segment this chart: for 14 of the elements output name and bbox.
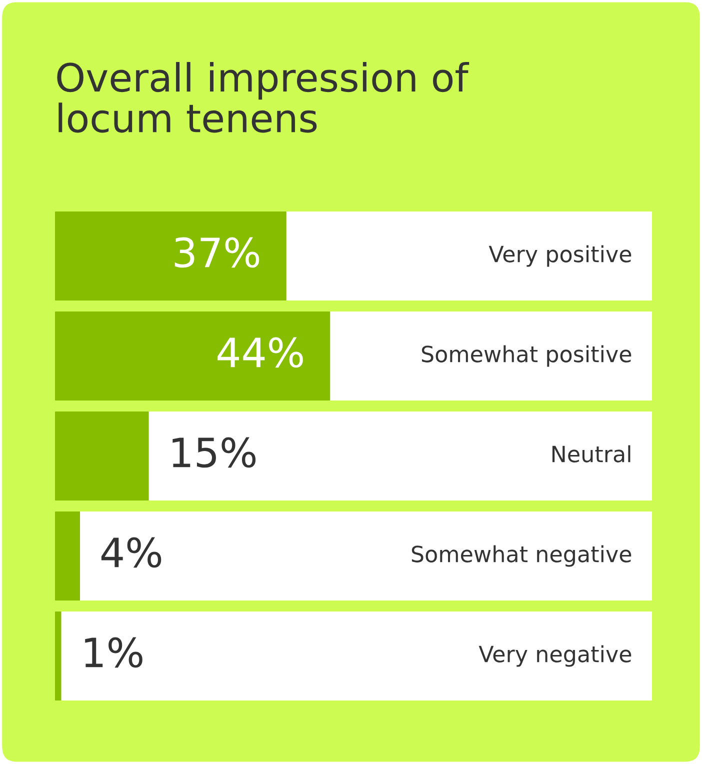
data-label: 1% bbox=[85, 637, 142, 668]
y-tick-label: Neutral bbox=[552, 445, 630, 462]
chart-title: Overall impression of locum tenens bbox=[57, 62, 470, 133]
data-label: 15% bbox=[172, 437, 256, 468]
data-label: 37% bbox=[174, 237, 260, 268]
y-tick-label: Somewhat positive bbox=[422, 345, 632, 367]
bar bbox=[55, 412, 149, 500]
bar bbox=[55, 612, 62, 700]
y-tick-label: Somewhat negative bbox=[412, 545, 632, 567]
y-tick-label: Very negative bbox=[478, 645, 632, 667]
data-label: 4% bbox=[101, 537, 162, 568]
bar bbox=[55, 512, 80, 600]
y-tick-label: Very positive bbox=[488, 245, 632, 267]
data-label: 44% bbox=[218, 337, 303, 368]
